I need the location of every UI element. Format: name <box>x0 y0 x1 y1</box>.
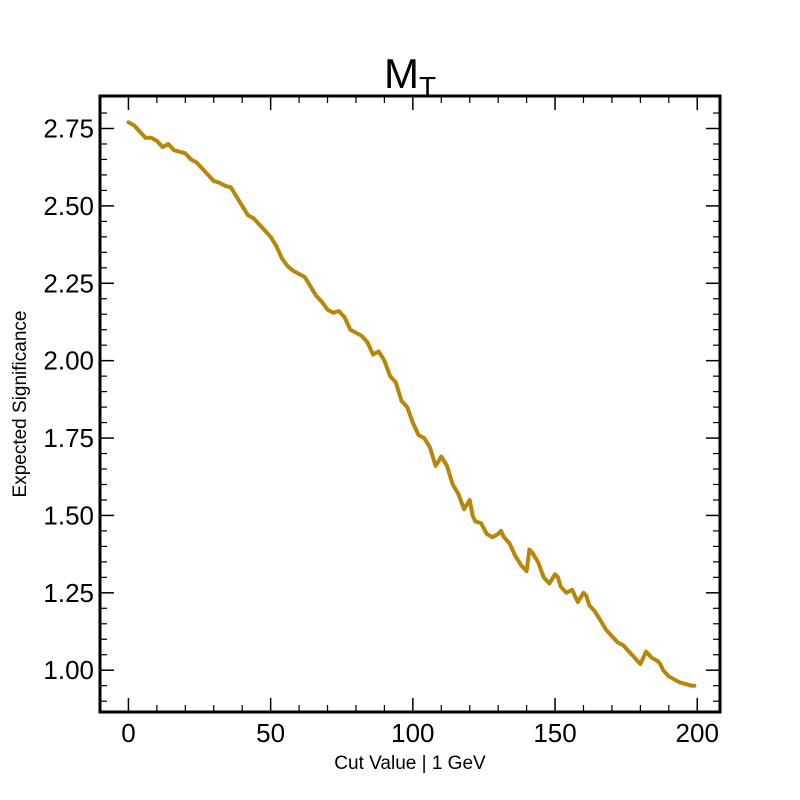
series-line <box>126 120 697 688</box>
y-tick-label: 1.25 <box>43 578 94 608</box>
y-tick-label: 2.75 <box>43 114 94 144</box>
x-tick-label: 150 <box>533 718 576 748</box>
y-axis-label: Expected Significance <box>10 311 31 498</box>
y-tick-label: 1.00 <box>43 655 94 685</box>
chart-title: MT <box>384 50 436 102</box>
y-tick-label: 2.00 <box>43 346 94 376</box>
y-tick-label: 1.75 <box>43 423 94 453</box>
y-tick-label: 2.25 <box>43 268 94 298</box>
y-tick-label: 1.50 <box>43 500 94 530</box>
chart-title-main: M <box>384 50 419 97</box>
y-tick-label: 2.50 <box>43 191 94 221</box>
plot-frame <box>98 94 722 714</box>
axis-ticks <box>99 96 720 712</box>
x-tick-label: 100 <box>391 718 434 748</box>
x-axis-label: Cut Value | 1 GeV <box>334 753 486 774</box>
x-tick-label: 50 <box>256 718 285 748</box>
chart-title-subscript: T <box>419 71 436 102</box>
x-tick-label: 0 <box>121 718 135 748</box>
tick-labels: 0 50 100 150 200 1.00 1.25 1.50 1.75 2.00 2.25 2.50… <box>43 114 719 748</box>
x-tick-label: 200 <box>676 718 719 748</box>
